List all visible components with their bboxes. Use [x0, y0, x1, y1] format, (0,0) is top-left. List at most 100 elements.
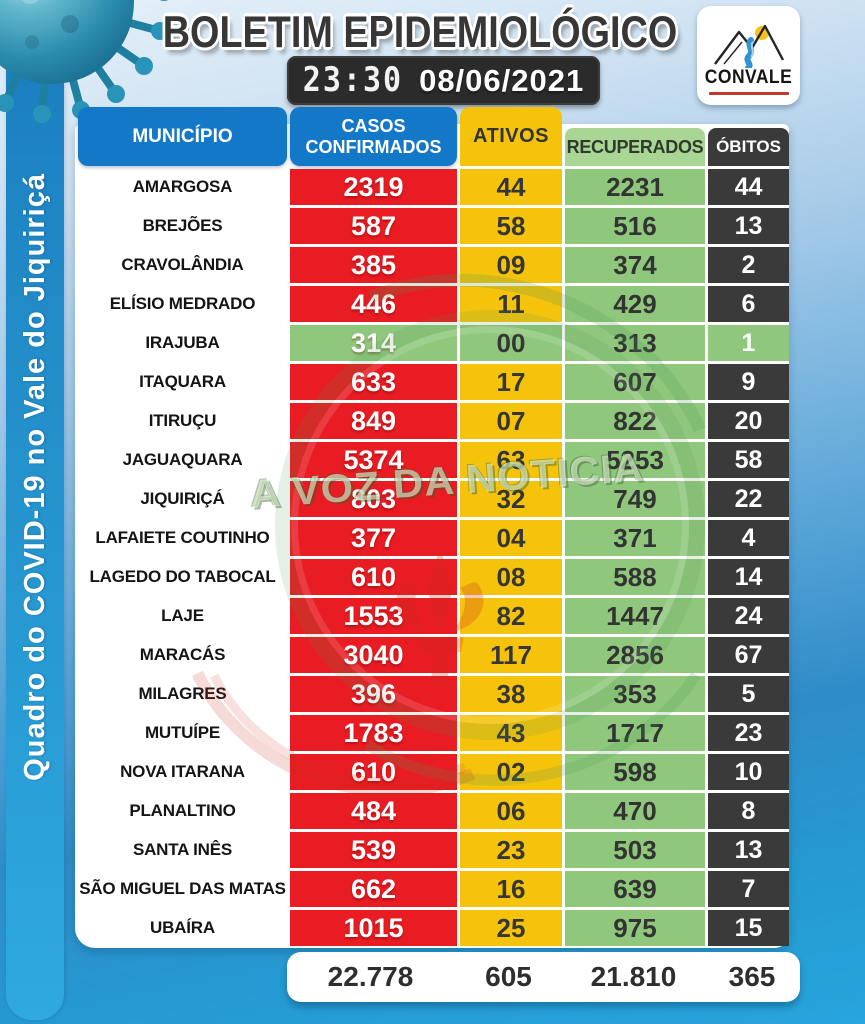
municipality-cell: LAJE [161, 606, 204, 625]
confirmed-cell: 587 [290, 208, 457, 244]
active-cell: 63 [460, 442, 562, 478]
confirmed-cell: 610 [290, 754, 457, 790]
confirmed-cell: 539 [290, 832, 457, 868]
logo-name: CONVALE [704, 67, 793, 88]
confirmed-cell: 385 [290, 247, 457, 283]
municipality-cell: SÃO MIGUEL DAS MATAS [79, 879, 286, 898]
convale-logo: CONVALE [697, 6, 800, 105]
left-banner: Quadro do COVID-19 no Vale do Jiquiriçá [6, 4, 64, 1020]
total-active: 605 [485, 961, 532, 992]
recovered-cell: 353 [565, 676, 705, 712]
confirmed-cell: 849 [290, 403, 457, 439]
datetime-badge: 23:30 08/06/2021 [287, 56, 600, 105]
municipality-cell: ITAQUARA [139, 372, 226, 391]
deaths-cell: 6 [708, 286, 789, 322]
active-cell: 58 [460, 208, 562, 244]
recovered-cell: 749 [565, 481, 705, 517]
deaths-cell: 1 [708, 325, 789, 361]
recovered-cell: 975 [565, 910, 705, 946]
deaths-cell: 4 [708, 520, 789, 556]
confirmed-cell: 5374 [290, 442, 457, 478]
active-cell: 08 [460, 559, 562, 595]
page-title: BOLETIM EPIDEMIOLÓGICO [162, 6, 678, 57]
deaths-cell: 8 [708, 793, 789, 829]
municipality-cell: JIQUIRIÇÁ [140, 489, 225, 508]
total-deaths: 365 [728, 961, 776, 992]
municipality-cell: LAFAIETE COUTINHO [95, 528, 270, 547]
municipality-cell: ELÍSIO MEDRADO [109, 294, 256, 313]
recovered-cell: 313 [565, 325, 705, 361]
active-cell: 82 [460, 598, 562, 634]
active-cell: 00 [460, 325, 562, 361]
active-cell: 17 [460, 364, 562, 400]
confirmed-cell: 1015 [290, 910, 457, 946]
municipality-cell: MILAGRES [138, 684, 227, 703]
municipality-cell: NOVA ITARANA [120, 762, 245, 781]
recovered-cell: 607 [565, 364, 705, 400]
total-recovered: 21.810 [590, 961, 677, 992]
confirmed-cell: 1783 [290, 715, 457, 751]
confirmed-cell: 446 [290, 286, 457, 322]
municipality-cell: CRAVOLÂNDIA [121, 255, 244, 274]
confirmed-cell: 314 [290, 325, 457, 361]
municipality-cell: LAGEDO DO TABOCAL [89, 567, 276, 586]
banner-vertical-text: Quadro do COVID-19 no Vale do Jiquiriçá [18, 173, 51, 781]
recovered-cell: 822 [565, 403, 705, 439]
deaths-cell: 20 [708, 403, 789, 439]
active-cell: 11 [460, 286, 562, 322]
column-header-municipality: MUNICÍPIO [78, 107, 287, 166]
active-cell: 09 [460, 247, 562, 283]
date-value: 08/06/2021 [419, 62, 585, 98]
recovered-cell: 2856 [565, 637, 705, 673]
recovered-cell: 1447 [565, 598, 705, 634]
deaths-cell: 2 [708, 247, 789, 283]
active-cell: 16 [460, 871, 562, 907]
recovered-cell: 503 [565, 832, 705, 868]
municipality-cell: MARACÁS [139, 645, 226, 664]
recovered-cell: 374 [565, 247, 705, 283]
confirmed-cell: 377 [290, 520, 457, 556]
totals-row: 22.778 605 21.810 365 [287, 952, 800, 1002]
confirmed-cell: 662 [290, 871, 457, 907]
active-cell: 25 [460, 910, 562, 946]
deaths-cell: 22 [708, 481, 789, 517]
active-cell: 38 [460, 676, 562, 712]
municipality-cell: SANTA INÊS [132, 840, 233, 859]
logo-tagline [708, 92, 789, 95]
municipality-cell: AMARGOSA [132, 177, 233, 196]
recovered-cell: 429 [565, 286, 705, 322]
municipality-cell: IRAJUBA [145, 333, 220, 352]
deaths-cell: 9 [708, 364, 789, 400]
column-header-confirmed: CASOS CONFIRMADOS [290, 107, 457, 166]
confirmed-cell: 396 [290, 676, 457, 712]
recovered-cell: 588 [565, 559, 705, 595]
active-cell: 07 [460, 403, 562, 439]
deaths-cell: 24 [708, 598, 789, 634]
deaths-cell: 10 [708, 754, 789, 790]
recovered-cell: 5253 [565, 442, 705, 478]
confirmed-cell: 633 [290, 364, 457, 400]
active-cell: 02 [460, 754, 562, 790]
active-cell: 06 [460, 793, 562, 829]
municipality-cell: JAGUAQUARA [122, 450, 243, 469]
column-header-recovered: RECUPERADOS [565, 128, 705, 166]
deaths-cell: 7 [708, 871, 789, 907]
deaths-cell: 44 [708, 169, 789, 205]
recovered-cell: 371 [565, 520, 705, 556]
municipality-cell: MUTUÍPE [144, 723, 221, 742]
recovered-cell: 639 [565, 871, 705, 907]
recovered-cell: 516 [565, 208, 705, 244]
municipality-cell: UBAÍRA [150, 918, 215, 937]
column-header-active: ATIVOS [460, 107, 562, 166]
bulletin-table: MUNICÍPIO CASOS CONFIRMADOS ATIVOS RECUP… [78, 107, 789, 946]
column-header-deaths: ÓBITOS [708, 128, 789, 166]
active-cell: 43 [460, 715, 562, 751]
active-cell: 23 [460, 832, 562, 868]
deaths-cell: 67 [708, 637, 789, 673]
deaths-cell: 13 [708, 208, 789, 244]
recovered-cell: 598 [565, 754, 705, 790]
mountain-river-icon [713, 24, 784, 68]
deaths-cell: 5 [708, 676, 789, 712]
time-value: 23:30 [302, 60, 404, 101]
